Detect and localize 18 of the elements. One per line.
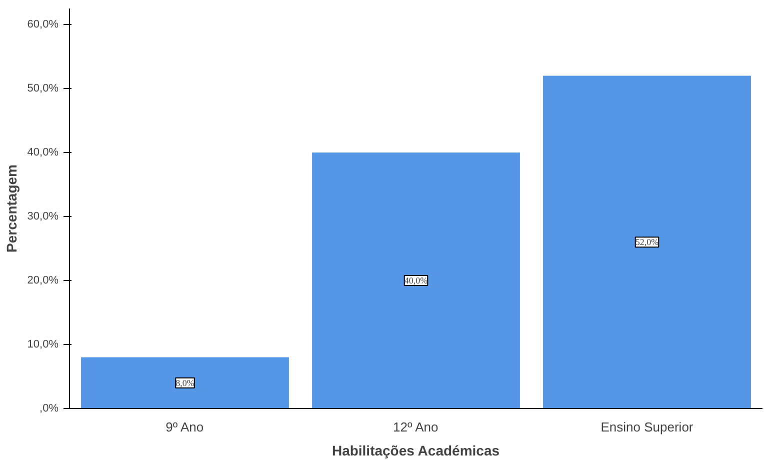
- data-label: 8,0%: [176, 378, 195, 388]
- y-tick-label: 10,0%: [27, 338, 59, 350]
- bar: [81, 357, 289, 408]
- y-tick-label: 20,0%: [27, 274, 59, 286]
- x-axis-title: Habilitações Académicas: [332, 442, 500, 458]
- y-tick-label: 60,0%: [27, 18, 59, 30]
- y-tick-label: 50,0%: [27, 82, 59, 94]
- bar: [312, 152, 520, 408]
- bar: [543, 76, 751, 408]
- y-tick-label: ,0%: [40, 402, 59, 414]
- x-tick-label: Ensino Superior: [600, 420, 694, 434]
- y-tick-label: 30,0%: [27, 210, 59, 222]
- data-label: 52,0%: [635, 237, 660, 248]
- x-tick-label: 9º Ano: [166, 420, 204, 434]
- y-axis-title: Percentagem: [3, 164, 20, 252]
- data-label: 40,0%: [404, 276, 428, 286]
- y-tick-label: 40,0%: [27, 146, 59, 158]
- x-tick-label: 12º Ano: [393, 420, 438, 434]
